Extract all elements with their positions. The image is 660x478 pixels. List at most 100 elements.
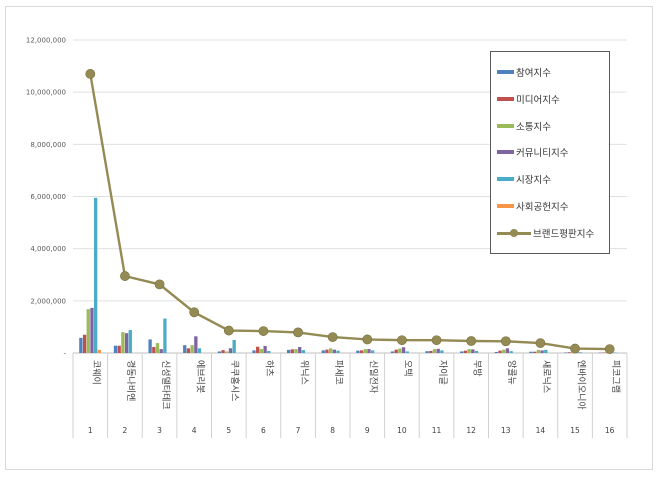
category-label: 코웨이 <box>91 360 103 385</box>
brand-index-point <box>570 343 580 354</box>
legend-item-6: 사회공헌지수 <box>497 199 568 213</box>
y-tick-label: 2,000,000 <box>30 297 66 305</box>
legend-line-marker <box>497 228 531 238</box>
bar <box>602 352 606 353</box>
legend-item-3: 소통지수 <box>497 119 551 133</box>
brand-index-point <box>327 332 338 342</box>
legend-item-4: 커뮤니티지수 <box>497 145 568 159</box>
brand-index-point <box>535 338 546 348</box>
brand-index-point <box>85 69 96 79</box>
brand-index-point <box>397 335 407 346</box>
bar <box>86 309 90 353</box>
bar <box>390 351 395 353</box>
bar <box>286 349 291 353</box>
bar <box>325 349 329 353</box>
bar <box>359 350 364 353</box>
category-label: 엔바이오니아 <box>575 360 586 410</box>
category-index-label: 13 <box>501 426 511 435</box>
brand-index-point <box>223 325 234 336</box>
bar <box>401 347 406 353</box>
bar <box>498 350 502 353</box>
bar <box>183 345 187 353</box>
bar <box>332 349 336 353</box>
bar <box>336 350 340 353</box>
category-label: 위닉스 <box>298 360 309 385</box>
chart-legend: 참여지수 미디어지수 소통지수 커뮤니티지수 시장지수 사회공헌지수 브랜드평판… <box>490 51 610 254</box>
brand-index-point <box>604 344 615 354</box>
legend-label-2: 미디어지수 <box>516 95 560 106</box>
category-index-label: 5 <box>226 426 231 435</box>
brand-index-point <box>500 336 511 347</box>
category-label: 신일전자 <box>368 360 379 394</box>
brand-index-point <box>362 334 373 345</box>
bar <box>471 349 475 353</box>
category-index-label: 3 <box>157 426 162 435</box>
bar <box>259 349 264 353</box>
bar <box>197 348 202 353</box>
bar <box>263 345 267 353</box>
bar <box>159 349 163 353</box>
category-index-label: 16 <box>605 426 615 435</box>
category-label: 쿠쿠홈시스 <box>229 360 241 401</box>
category-index-label: 14 <box>536 426 546 435</box>
y-tick-label: - <box>63 350 66 358</box>
bar <box>113 345 118 353</box>
bar <box>97 349 102 353</box>
bar <box>463 350 468 353</box>
legend-swatch-6 <box>497 204 514 208</box>
category-label: 하츠 <box>264 360 275 377</box>
category-label: 피코그램 <box>610 360 622 393</box>
legend-label-3: 소통지수 <box>516 122 551 133</box>
legend-item-2: 미디어지수 <box>497 92 560 106</box>
brand-index-point <box>154 279 165 290</box>
bar <box>221 350 225 353</box>
category-index-label: 11 <box>432 426 442 435</box>
category-label: 자이글 <box>437 360 448 385</box>
bar <box>294 349 298 353</box>
category-index-label: 10 <box>397 426 407 435</box>
bar <box>536 349 541 353</box>
bar <box>429 350 433 353</box>
brand-index-point <box>258 326 269 336</box>
category-label: 오텍 <box>402 360 413 377</box>
bar <box>298 347 302 353</box>
bar <box>432 349 437 353</box>
bar <box>225 351 229 353</box>
bar <box>121 332 125 353</box>
bar <box>371 350 375 353</box>
bar <box>290 349 294 353</box>
y-tick-label: 8,000,000 <box>30 141 66 149</box>
legend-label-6: 사회공헌지수 <box>516 202 569 213</box>
bar <box>90 307 94 353</box>
bar <box>494 351 499 353</box>
bar <box>436 348 440 353</box>
bar <box>232 339 236 353</box>
bar <box>394 349 398 353</box>
legend-item-line: 브랜드평판지수 <box>497 226 594 240</box>
legend-swatch-4 <box>497 150 514 154</box>
legend-swatch-3 <box>497 124 514 128</box>
y-tick-label: 10,000,000 <box>26 89 66 97</box>
bar <box>505 348 510 353</box>
bar <box>267 350 271 353</box>
bar <box>502 349 506 353</box>
category-index-label: 6 <box>261 426 266 435</box>
legend-swatch-2 <box>497 97 514 101</box>
bar <box>79 337 83 353</box>
bar <box>363 349 367 353</box>
bar <box>544 349 548 353</box>
bar <box>474 350 479 353</box>
bar <box>190 345 194 353</box>
bar <box>440 350 444 353</box>
brand-index-point <box>293 327 303 338</box>
bar <box>425 351 429 353</box>
bar <box>613 352 617 353</box>
bar <box>256 346 260 353</box>
brand-index-line <box>89 73 610 351</box>
category-label: 에브리봇 <box>194 360 205 393</box>
bar <box>117 345 121 353</box>
category-label: 새로닉스 <box>541 360 552 393</box>
category-index-label: 4 <box>192 426 197 435</box>
category-label: 앙콜뉴 <box>506 360 518 385</box>
bar <box>529 351 533 353</box>
